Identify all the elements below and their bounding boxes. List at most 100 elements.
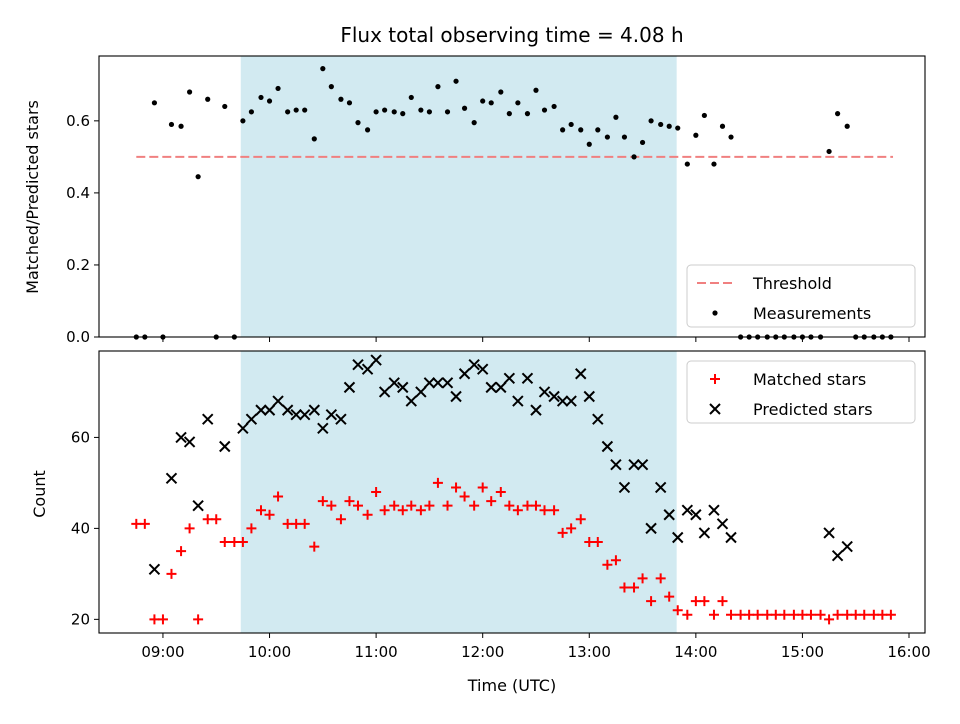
matched-point	[415, 505, 426, 516]
predicted-point	[841, 540, 853, 553]
predicted-point	[272, 395, 284, 407]
predicted-point	[628, 459, 640, 471]
matched-point	[717, 596, 728, 607]
measurement-point	[453, 78, 459, 84]
measurement-point	[524, 111, 531, 117]
matched-point	[246, 523, 257, 534]
predicted-point	[831, 549, 844, 562]
matched-point	[477, 482, 488, 493]
matched-point	[362, 509, 373, 520]
predicted-point	[202, 413, 214, 425]
matched-point	[522, 500, 533, 511]
y-tick-label: 0.4	[66, 184, 90, 202]
predicted-point	[352, 358, 364, 371]
matched-point	[549, 505, 560, 516]
measurement-point	[293, 107, 299, 113]
top-panel: 0.0 0.2 0.4 0.6 Threshold Measurements	[66, 55, 926, 346]
measurement-point	[418, 107, 424, 113]
series-predicted-stars	[148, 354, 853, 576]
matched-point	[459, 491, 470, 502]
measurement-point	[480, 98, 486, 104]
measurement-point	[400, 111, 406, 117]
measurement-point	[285, 109, 291, 115]
matched-point	[317, 496, 328, 507]
predicted-point	[610, 459, 622, 471]
measurement-point	[595, 127, 601, 133]
measurement-point	[613, 114, 619, 120]
matched-point	[237, 537, 248, 548]
predicted-point	[335, 413, 347, 425]
matched-point	[708, 609, 719, 620]
matched-point	[344, 496, 355, 507]
matched-point	[610, 555, 621, 566]
predicted-point	[468, 358, 480, 371]
predicted-point	[378, 386, 391, 398]
predicted-point	[458, 368, 471, 380]
matched-point	[557, 527, 568, 538]
measurement-point	[515, 100, 521, 106]
predicted-point	[521, 372, 534, 384]
matched-point	[859, 609, 870, 620]
measurement-point	[621, 134, 628, 140]
matched-point	[682, 609, 693, 620]
matched-point	[309, 541, 320, 552]
measurement-point	[205, 96, 211, 102]
matched-point	[664, 591, 675, 602]
matched-point	[539, 505, 550, 516]
matched-point	[299, 518, 310, 529]
matched-point	[432, 477, 443, 488]
axes-frame	[98, 55, 926, 338]
legend-box	[686, 360, 916, 424]
matched-point	[352, 500, 363, 511]
y-tick-label: 20	[71, 610, 90, 628]
measurement-point	[541, 107, 548, 113]
predicted-point	[645, 522, 657, 535]
bottom-panel: 20 40 60 09:00 10:00 11:00 12:00 13:00 14:00 15:0…	[71, 350, 931, 661]
measurement-point	[604, 134, 610, 140]
matched-point	[424, 500, 435, 511]
predicted-point	[556, 395, 569, 407]
predicted-point	[361, 363, 374, 375]
measurement-point	[186, 89, 193, 95]
matched-point	[602, 559, 613, 570]
matched-point	[512, 505, 523, 516]
matched-point	[406, 500, 417, 511]
measurement-point	[568, 121, 574, 128]
measurement-point	[578, 127, 584, 133]
measurement-point	[560, 127, 566, 133]
measurement-point	[631, 154, 637, 160]
predicted-point	[219, 440, 231, 453]
measurement-point	[346, 100, 353, 106]
predicted-point	[343, 381, 356, 394]
predicted-point	[183, 436, 196, 448]
x-tick-label: 14:00	[674, 643, 717, 661]
predicted-point	[298, 408, 311, 421]
matched-point	[291, 518, 302, 529]
measurement-point	[719, 123, 726, 129]
legend-label: Predicted stars	[753, 400, 873, 419]
matched-point	[672, 605, 683, 616]
predicted-point	[405, 395, 417, 407]
matched-point	[211, 514, 222, 525]
matched-point	[885, 609, 896, 620]
matched-point	[149, 614, 160, 625]
measurement-point	[658, 121, 664, 128]
predicted-point	[672, 531, 684, 544]
measurement-point	[701, 112, 707, 119]
measurement-point	[711, 161, 717, 167]
matched-point	[699, 596, 710, 607]
measurement-point	[266, 98, 273, 104]
predicted-point	[654, 481, 667, 494]
measurement-point	[328, 84, 334, 90]
matched-point	[744, 609, 755, 620]
matched-point	[219, 537, 230, 548]
measurement-point	[488, 100, 494, 106]
measurement-point	[178, 123, 184, 129]
predicted-point	[317, 422, 329, 435]
measurement-point	[533, 87, 539, 93]
predicted-point	[636, 459, 649, 471]
measurement-point	[302, 107, 308, 113]
predicted-point	[583, 390, 595, 403]
x-tick-label: 15:00	[781, 643, 824, 661]
predicted-point	[530, 404, 542, 416]
